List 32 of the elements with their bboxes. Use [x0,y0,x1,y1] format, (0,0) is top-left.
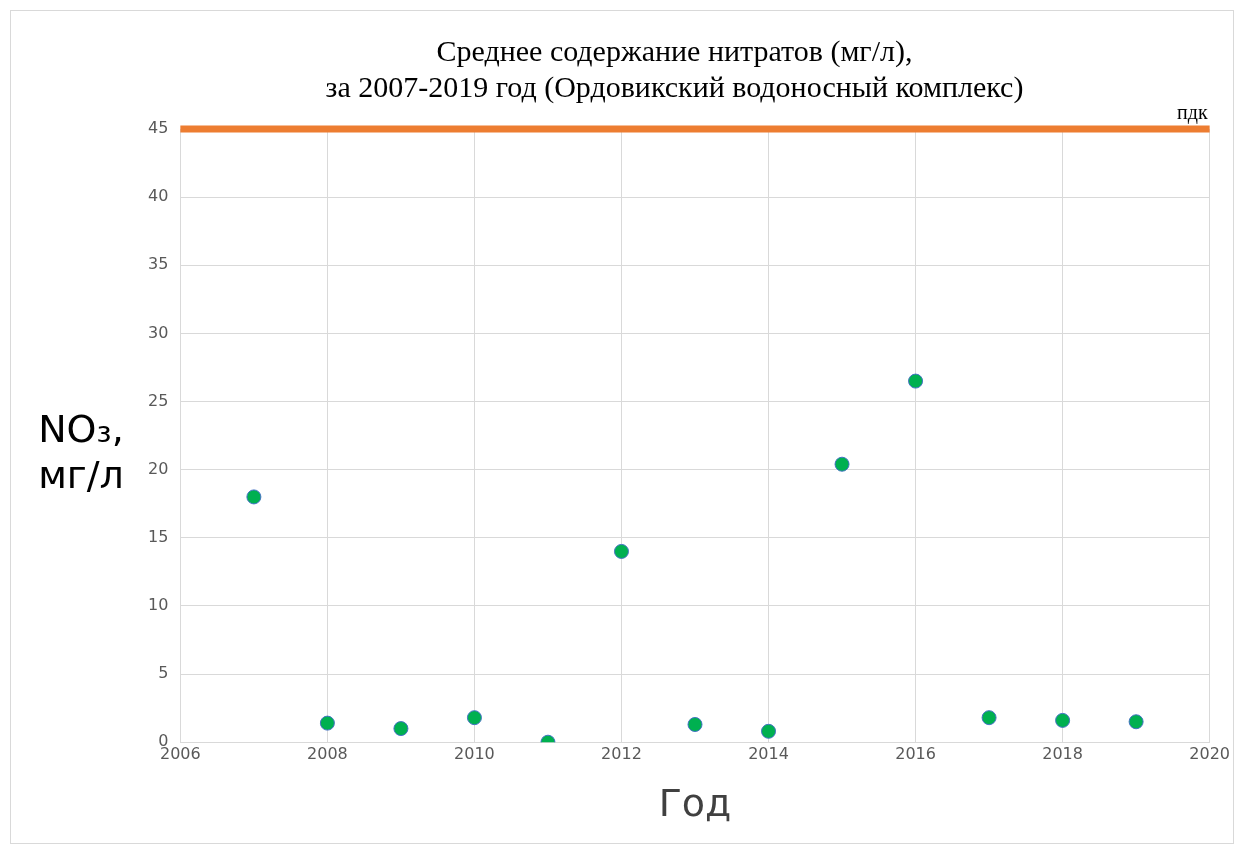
point [908,373,924,389]
y-tick-label: 25 [148,390,169,410]
y-tick-label: 15 [148,526,169,546]
point [1055,712,1071,728]
point [834,456,850,472]
chart-title: Среднее содержание нитратов (мг/л), за 2007-2019 год (Ордовикский водоносный комплекс) [325,33,1024,104]
point [761,723,777,739]
y-tick-label: 45 [148,118,169,138]
x-tick-label: 2016 [895,743,936,763]
x-axis-title: Год [658,781,732,826]
x-tick-label: 2020 [1189,743,1230,763]
point [613,543,629,559]
y-tick-label: 10 [148,595,169,615]
y-tick-label: 40 [148,186,169,206]
x-tick-label: 2008 [307,743,348,763]
point [687,716,703,732]
ref-line-label: пдк [1177,101,1208,125]
x-tick-label: 2012 [601,743,642,763]
point [1128,714,1144,730]
point [246,489,262,505]
point [466,710,482,726]
point [393,721,409,737]
y-tick-label: 5 [158,663,169,683]
x-tick-label: 2014 [748,743,789,763]
point [319,715,335,731]
x-tick-label: 2010 [454,743,495,763]
y-tick-label: 30 [148,322,169,342]
point [981,710,997,726]
x-tick-label: 2018 [1042,743,1083,763]
y-tick-label: 20 [148,458,169,478]
y-axis-title: NO₃, мг/л [38,407,124,498]
y-tick-label: 35 [148,254,169,274]
